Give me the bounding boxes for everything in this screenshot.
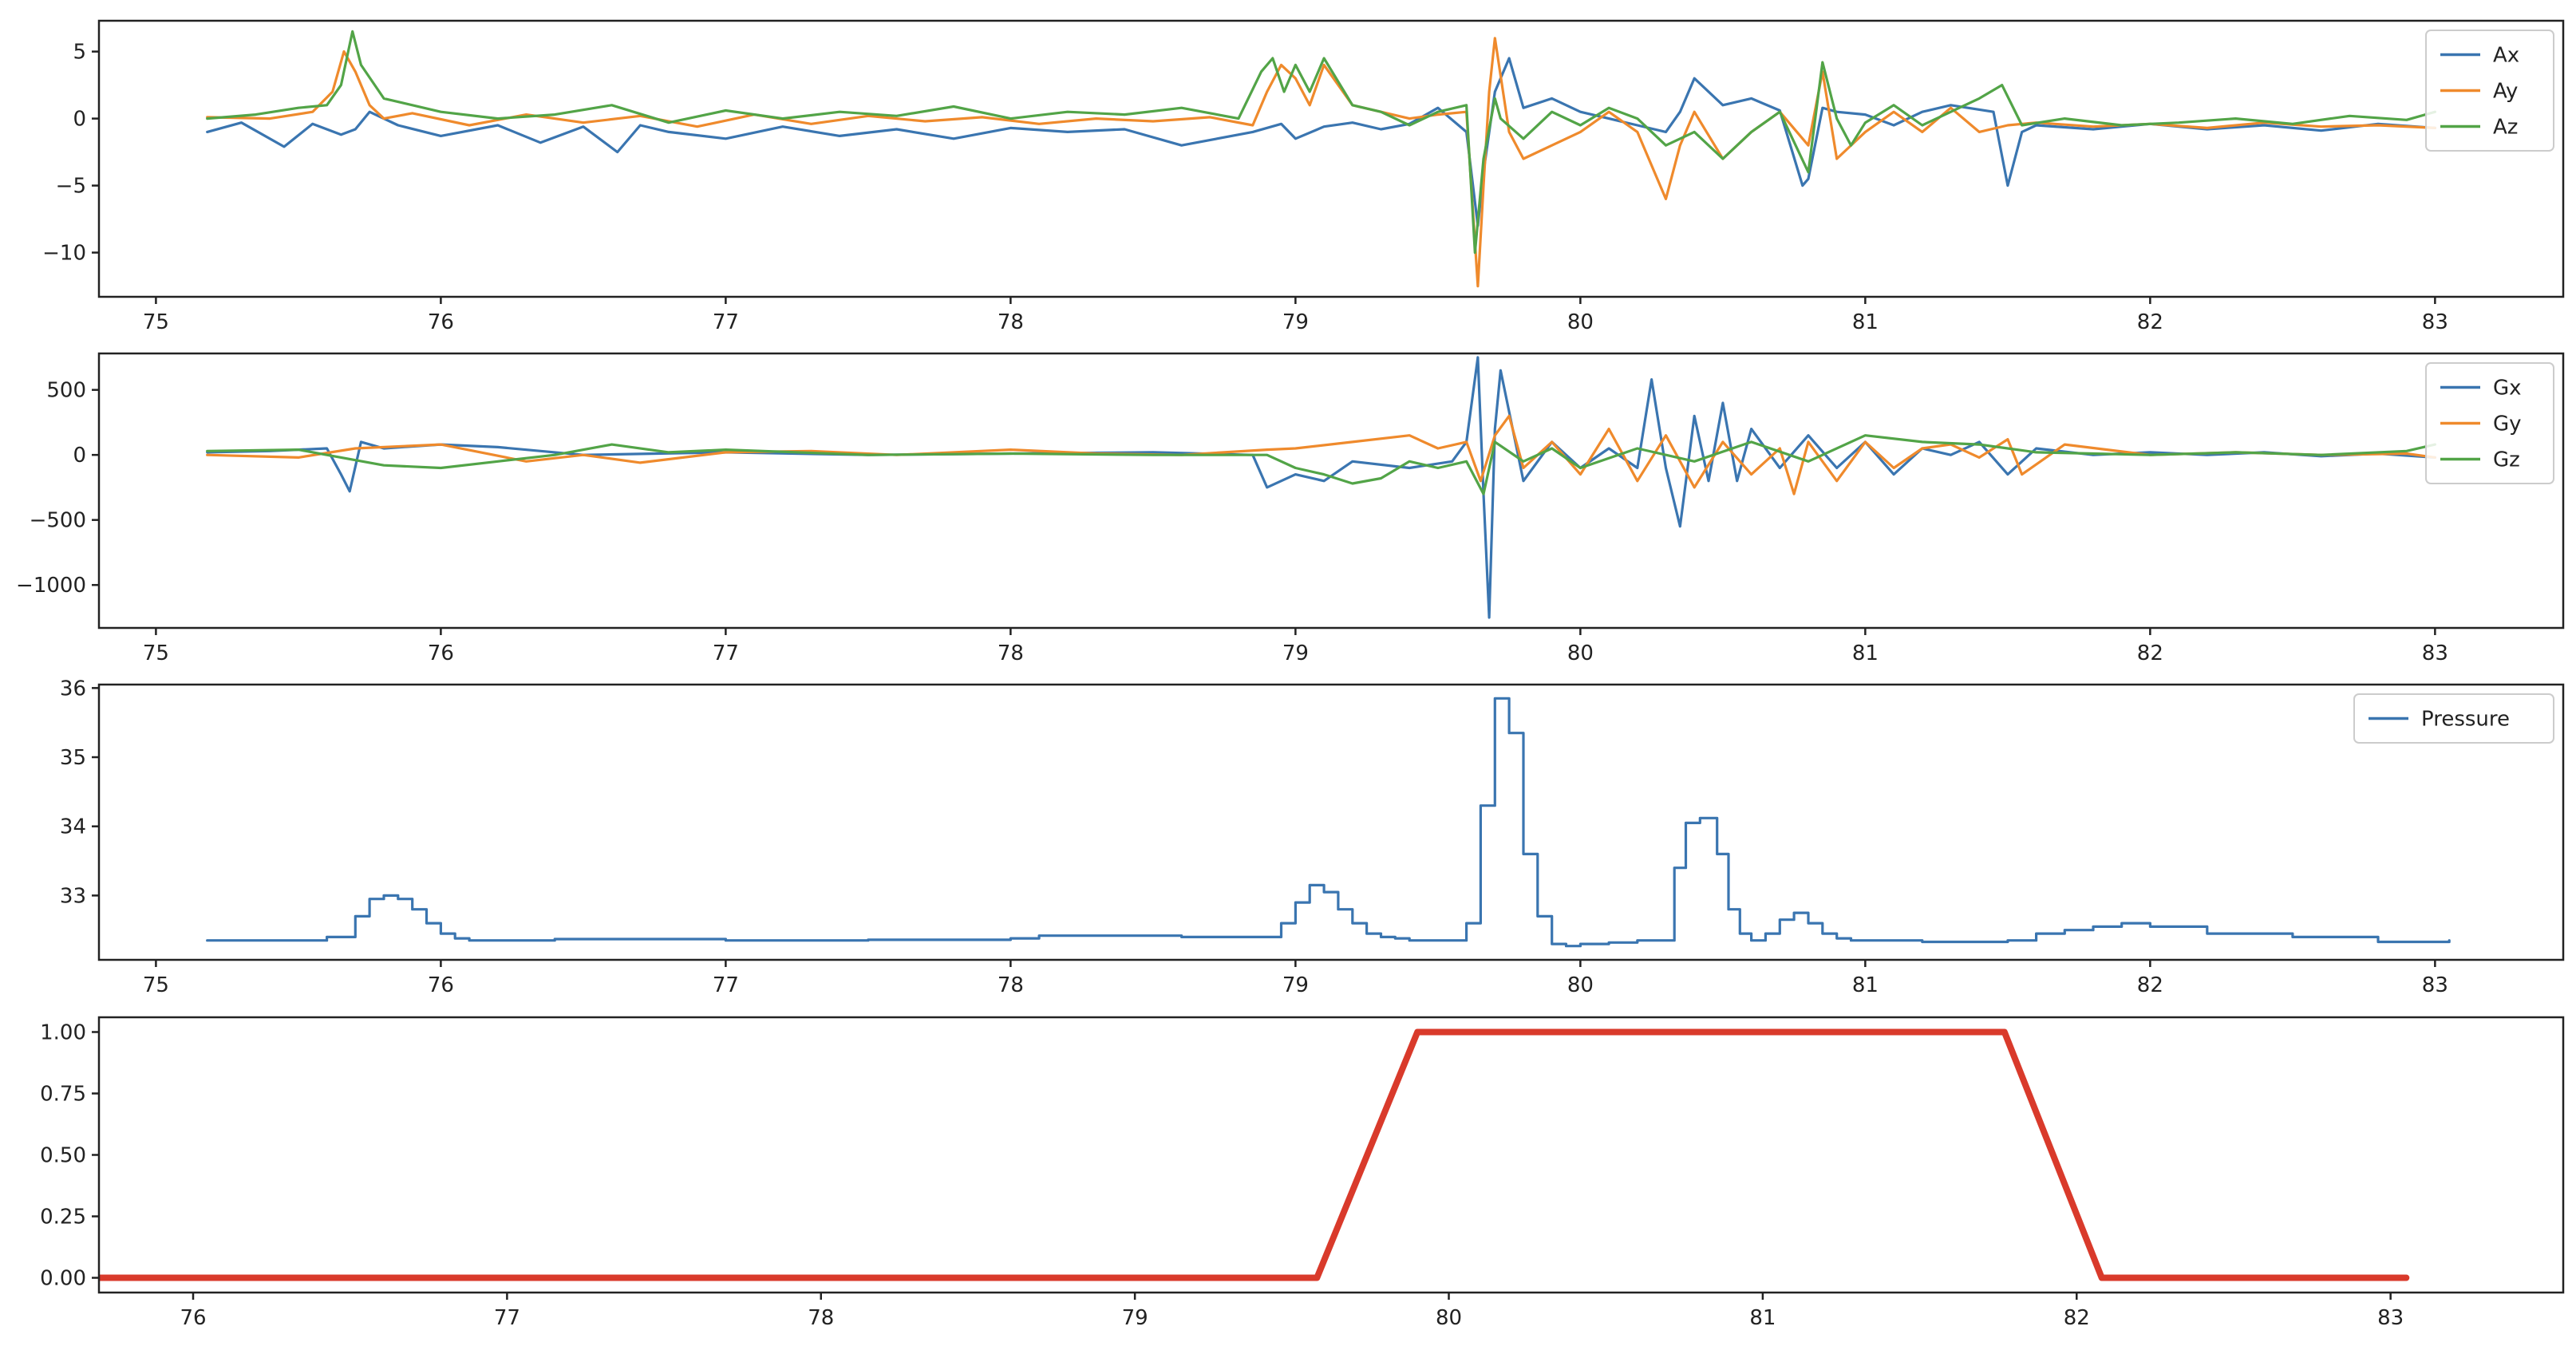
x-tick-label: 77 xyxy=(713,641,739,665)
x-tick-label: 81 xyxy=(1852,310,1879,334)
axes-frame xyxy=(97,19,2565,298)
x-tick-label: 76 xyxy=(180,1306,206,1330)
x-tick-label: 79 xyxy=(1282,310,1309,334)
x-tick-label: 78 xyxy=(998,973,1024,997)
legend-label: Ax xyxy=(2493,44,2519,68)
y-tick-label: 33 xyxy=(60,884,86,908)
x-tick-label: 83 xyxy=(2422,310,2448,334)
series-line-az xyxy=(206,30,2436,255)
y-tick-label: −1000 xyxy=(16,574,86,598)
x-tick-label: 77 xyxy=(494,1306,520,1330)
legend-box xyxy=(2425,362,2554,484)
series-line-gz xyxy=(206,434,2436,495)
x-tick-label: 81 xyxy=(1852,641,1879,665)
x-tick-label: 75 xyxy=(143,973,169,997)
y-tick-label: −5 xyxy=(56,175,86,199)
x-tick-label: 75 xyxy=(143,641,169,665)
y-tick-label: 36 xyxy=(60,677,86,701)
x-tick-label: 79 xyxy=(1282,973,1309,997)
series-line-pressure xyxy=(206,697,2451,948)
y-tick-label: 0.25 xyxy=(40,1206,86,1230)
axes-frame xyxy=(97,683,2565,961)
x-tick-label: 76 xyxy=(428,310,454,334)
gyro-panel: 75 76 77 78 79 80 81 82 83 500 0 −500 −1000 Gx Gy Gz xyxy=(16,352,2565,665)
y-tick-label: 0.00 xyxy=(40,1267,86,1291)
x-tick-label: 78 xyxy=(808,1306,834,1330)
legend: Gx Gy Gz xyxy=(2425,362,2554,484)
accel-panel: 75 76 77 78 79 80 81 82 83 5 0 −5 −10 Ax Ay Az xyxy=(42,19,2565,334)
x-tick-label: 76 xyxy=(428,641,454,665)
series-line-ay xyxy=(206,37,2436,288)
y-tick-label: 1.00 xyxy=(40,1020,86,1044)
legend-label: Pressure xyxy=(2421,708,2510,732)
x-tick-label: 78 xyxy=(998,310,1024,334)
legend-box xyxy=(2353,693,2554,744)
pressure-panel: 75 76 77 78 79 80 81 82 83 36 35 34 33 Pressure xyxy=(60,677,2565,997)
x-tick-label: 75 xyxy=(143,310,169,334)
x-tick-label: 82 xyxy=(2137,310,2163,334)
series-line-gx xyxy=(206,356,2436,619)
x-tick-label: 76 xyxy=(428,973,454,997)
legend-label: Gx xyxy=(2493,377,2522,401)
x-tick-label: 80 xyxy=(1567,310,1594,334)
x-tick-label: 77 xyxy=(713,310,739,334)
legend-label: Gz xyxy=(2493,448,2520,472)
series-line-ax xyxy=(206,57,2436,227)
x-tick-label: 82 xyxy=(2137,973,2163,997)
legend-label: Az xyxy=(2493,116,2518,140)
x-tick-label: 80 xyxy=(1567,641,1594,665)
y-tick-label: 0 xyxy=(73,108,86,132)
x-tick-label: 79 xyxy=(1282,641,1309,665)
y-tick-label: 35 xyxy=(60,746,86,770)
legend: Ax Ay Az xyxy=(2425,30,2554,152)
x-tick-label: 80 xyxy=(1436,1306,1462,1330)
series-group xyxy=(206,30,2436,288)
axes-frame xyxy=(97,352,2565,630)
y-tick-label: 0.50 xyxy=(40,1144,86,1168)
x-tick-label: 81 xyxy=(1852,973,1879,997)
x-tick-label: 82 xyxy=(2064,1306,2090,1330)
legend: Pressure xyxy=(2353,693,2554,744)
y-tick-label: −500 xyxy=(30,509,86,533)
legend-box xyxy=(2425,30,2554,152)
x-tick-label: 79 xyxy=(1122,1306,1148,1330)
series-group xyxy=(206,697,2451,948)
x-tick-label: 77 xyxy=(713,973,739,997)
x-tick-label: 82 xyxy=(2137,641,2163,665)
y-tick-label: 5 xyxy=(73,41,86,65)
series-group xyxy=(99,1028,2410,1281)
series-group xyxy=(206,356,2436,619)
x-tick-label: 83 xyxy=(2377,1306,2404,1330)
y-tick-label: 34 xyxy=(60,815,86,839)
y-tick-label: −10 xyxy=(42,242,86,266)
legend-label: Gy xyxy=(2493,412,2522,436)
x-tick-label: 81 xyxy=(1749,1306,1776,1330)
legend-label: Ay xyxy=(2493,80,2518,104)
x-tick-label: 78 xyxy=(998,641,1024,665)
x-tick-label: 83 xyxy=(2422,973,2448,997)
x-tick-label: 83 xyxy=(2422,641,2448,665)
y-tick-label: 0 xyxy=(73,444,86,468)
y-tick-label: 0.75 xyxy=(40,1082,86,1106)
label-panel: 76 77 78 79 80 81 82 83 1.00 0.75 0.50 0.25 0.00 xyxy=(40,1016,2565,1330)
y-tick-label: 500 xyxy=(46,379,86,403)
series-line xyxy=(99,1028,2410,1281)
x-tick-label: 80 xyxy=(1567,973,1594,997)
